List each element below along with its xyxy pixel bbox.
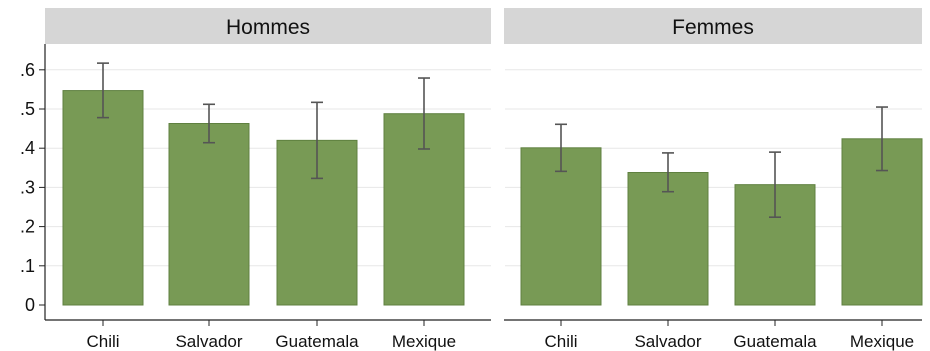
bar-salvador-hommes <box>168 123 250 306</box>
panel-title-hommes: Hommes <box>226 16 310 39</box>
bar-chili-hommes <box>62 90 144 306</box>
category-label: Mexique <box>850 332 914 351</box>
y-tick-label: 0 <box>25 295 35 315</box>
tick-labels: Chili Salvador Guatemala Mexique Chili Salvad… <box>20 60 914 351</box>
axes <box>39 44 922 326</box>
y-tick-label: .3 <box>20 177 35 197</box>
y-tick-label: .2 <box>20 217 35 237</box>
panel-header-hommes <box>45 8 491 44</box>
panel-header-femmes <box>504 8 922 44</box>
category-label: Chili <box>544 332 577 351</box>
y-tick-label: .6 <box>20 60 35 80</box>
y-tick-label: .4 <box>20 138 35 158</box>
y-tick-label: .5 <box>20 99 35 119</box>
bars <box>62 90 923 306</box>
bar-salvador-femmes <box>627 172 709 306</box>
y-tick-label: .1 <box>20 256 35 276</box>
category-label: Salvador <box>175 332 242 351</box>
category-label: Mexique <box>392 332 456 351</box>
category-label: Guatemala <box>733 332 817 351</box>
category-label: Salvador <box>634 332 701 351</box>
category-label: Guatemala <box>275 332 359 351</box>
error-bars <box>97 62 888 218</box>
panel-title-femmes: Femmes <box>672 16 754 39</box>
category-label: Chili <box>86 332 119 351</box>
